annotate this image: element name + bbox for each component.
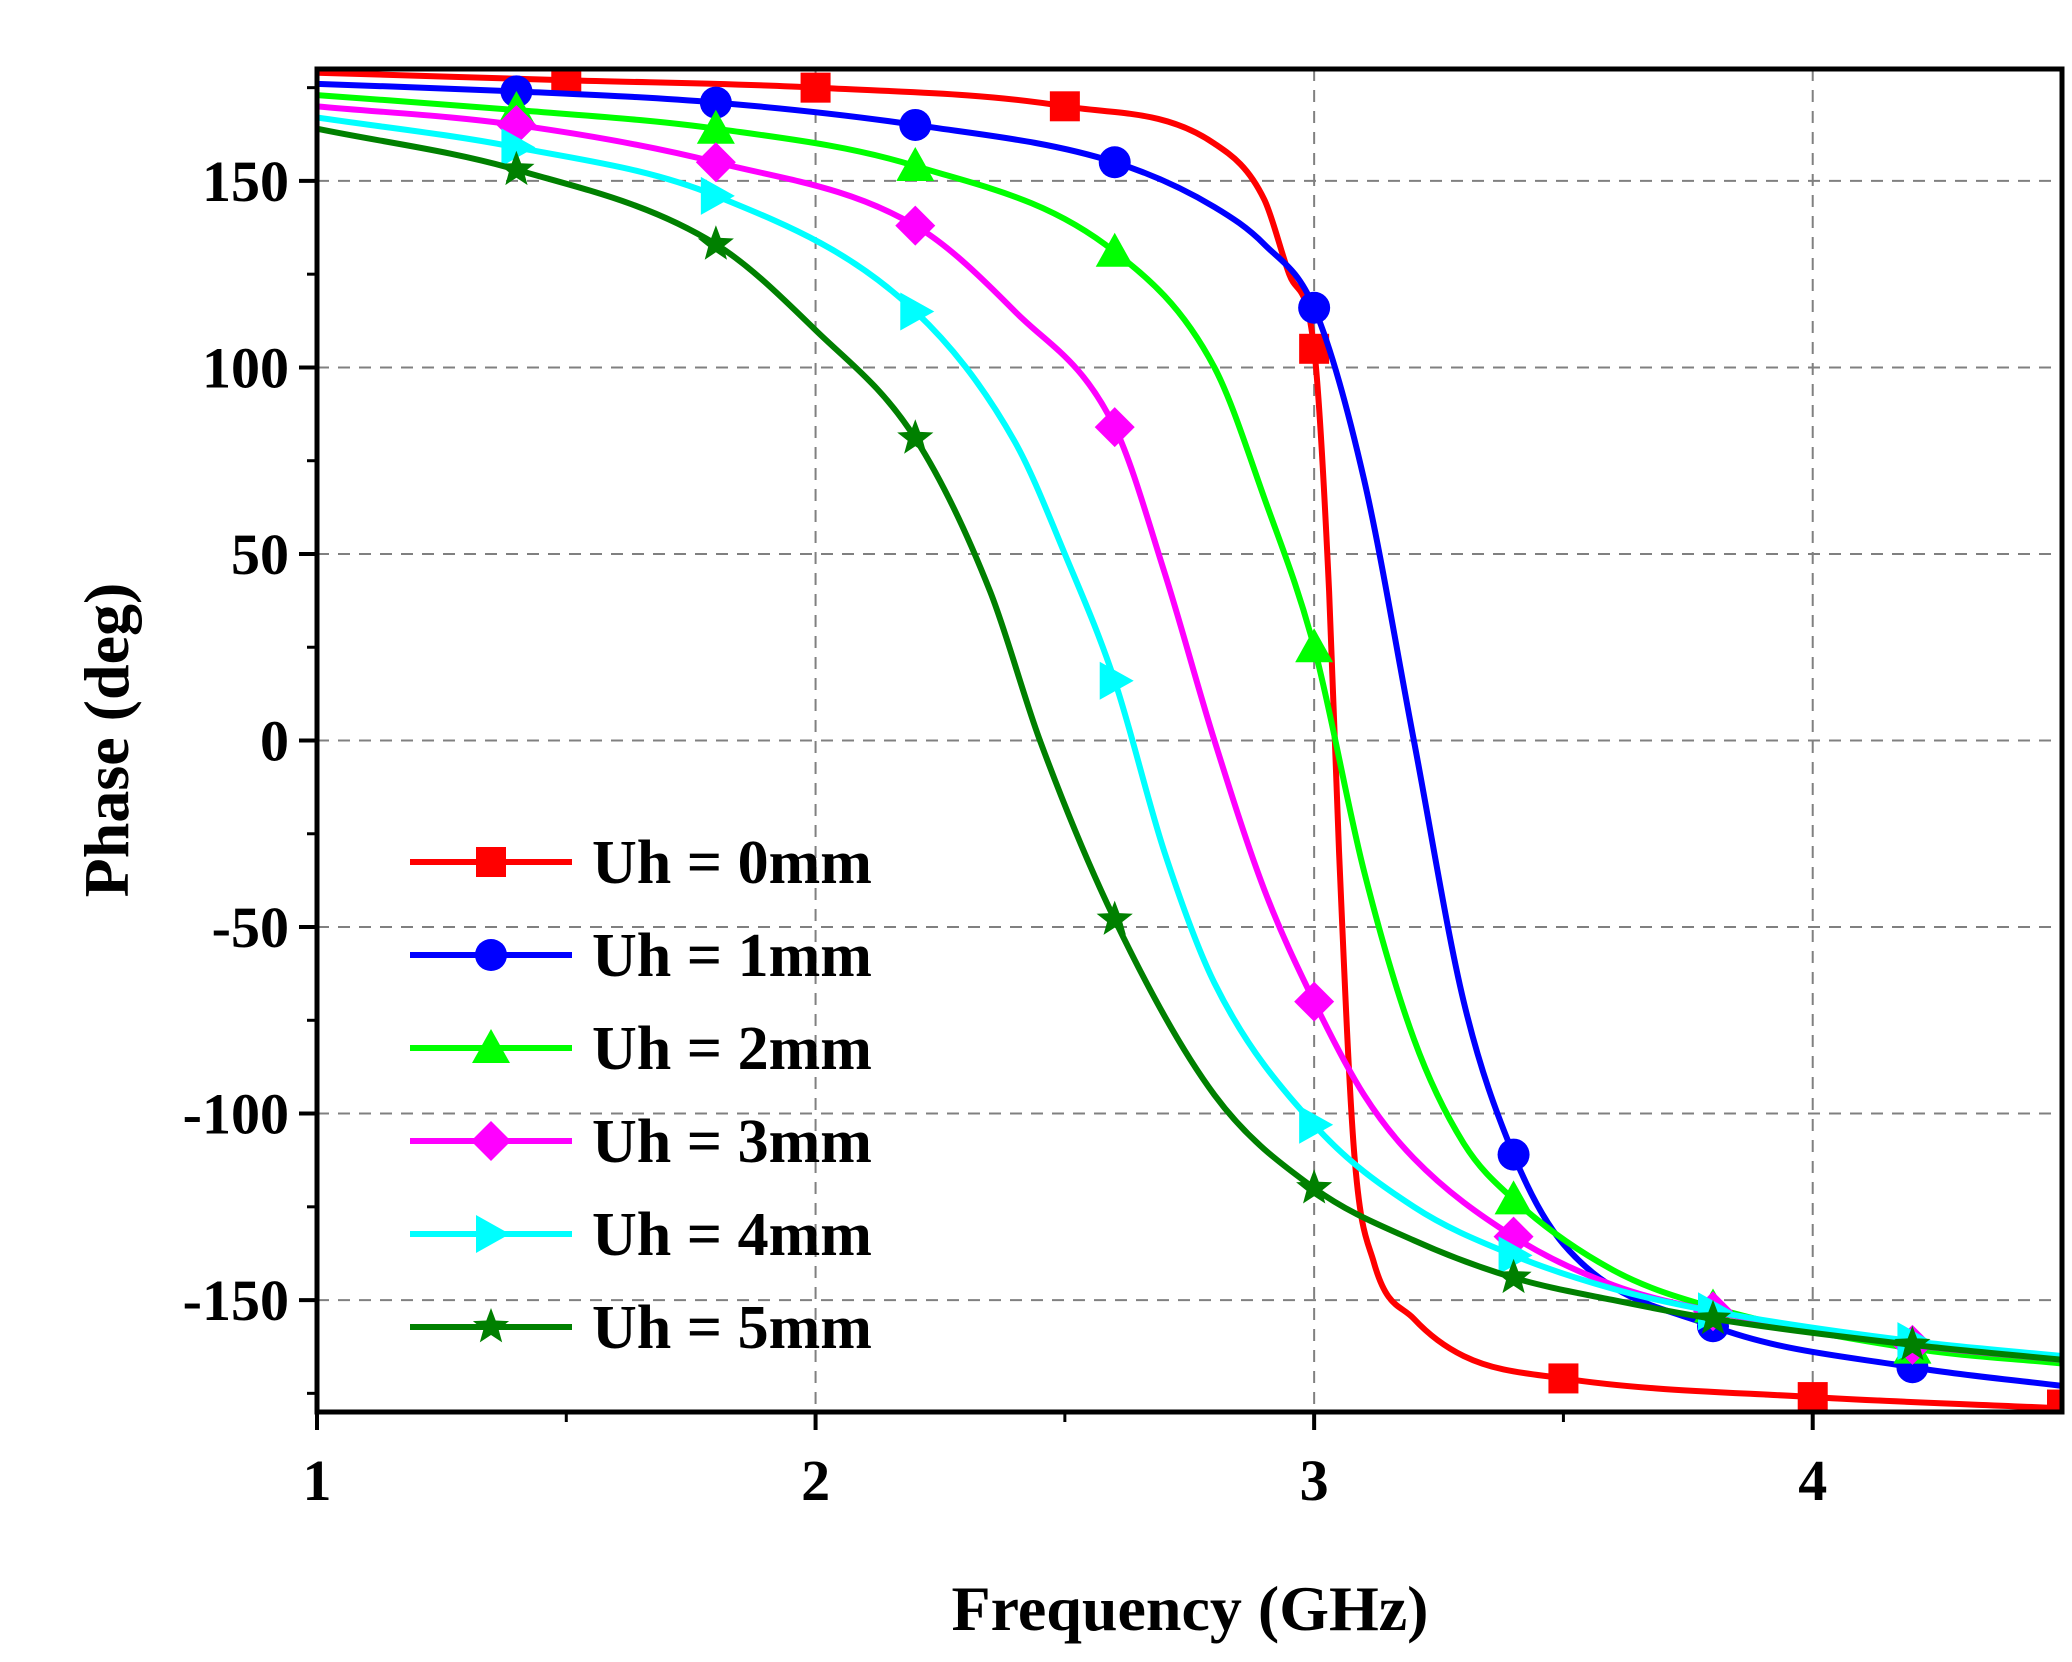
legend-label: Uh = 2mm <box>592 1015 872 1083</box>
series-line <box>317 114 2062 1360</box>
x-tick-label: 2 <box>801 1448 830 1513</box>
legend-entry: Uh = 1mm <box>410 922 872 990</box>
series-0 <box>317 69 2062 1412</box>
series-line <box>317 69 2062 1412</box>
legend-marker <box>471 1121 511 1161</box>
legend-marker <box>472 1029 510 1063</box>
legend-entry: Uh = 5mm <box>410 1294 872 1362</box>
data-point <box>1298 291 1331 324</box>
data-point <box>896 146 935 181</box>
data-point <box>1099 661 1134 700</box>
y-tick-label: 0 <box>260 709 289 774</box>
legend-entry: Uh = 2mm <box>410 1015 872 1083</box>
legend-label: Uh = 1mm <box>592 922 872 990</box>
legend-label: Uh = 5mm <box>592 1294 872 1362</box>
legend-marker <box>476 847 506 877</box>
data-point <box>695 142 736 183</box>
data-point <box>897 419 934 454</box>
legend-label: Uh = 4mm <box>592 1201 872 1269</box>
legend-entry: Uh = 3mm <box>410 1108 872 1176</box>
legend-label: Uh = 3mm <box>592 1108 872 1176</box>
series-5 <box>317 125 2062 1363</box>
data-point <box>1049 91 1080 122</box>
x-tick-label: 1 <box>303 1448 332 1513</box>
legend-entry: Uh = 4mm <box>410 1201 872 1269</box>
data-point <box>1498 1236 1533 1275</box>
legend-marker <box>472 1308 510 1343</box>
data-point <box>895 205 936 246</box>
data-point <box>699 86 732 119</box>
data-point <box>1095 232 1134 267</box>
series-line <box>317 125 2062 1363</box>
data-point <box>700 176 735 215</box>
data-point <box>1096 900 1133 935</box>
data-point <box>1295 628 1334 663</box>
plot-area <box>317 69 2062 1412</box>
legend-marker <box>476 1215 510 1253</box>
x-tick-label: 3 <box>1300 1448 1329 1513</box>
legend-marker <box>475 939 507 971</box>
y-tick-label: 50 <box>231 522 289 587</box>
y-tick-label: -50 <box>212 895 289 960</box>
x-axis-title: Frequency (GHz) <box>952 1573 1429 1644</box>
legend: Uh = 0mm Uh = 1mm Uh = 2mm Uh = 3mm Uh = 4mm… <box>410 829 872 1362</box>
data-point <box>498 150 535 186</box>
y-tick-label: -150 <box>183 1268 289 1333</box>
x-tick-label: 4 <box>1798 1448 1827 1513</box>
data-point <box>1494 1180 1533 1215</box>
data-point <box>1694 1299 1732 1335</box>
legend-entry: Uh = 0mm <box>410 829 872 897</box>
data-point <box>800 72 831 103</box>
data-point <box>900 292 935 331</box>
y-tick-label: 100 <box>202 335 289 400</box>
data-point <box>1497 1138 1530 1171</box>
series-line <box>317 92 2062 1367</box>
data-point <box>501 128 536 167</box>
data-point <box>1296 1169 1333 1204</box>
data-point <box>899 108 932 141</box>
data-point <box>1094 407 1135 448</box>
data-point <box>697 225 734 260</box>
data-point <box>1299 1105 1334 1144</box>
data-point <box>1294 981 1335 1022</box>
y-tick-label: 150 <box>202 149 289 214</box>
grid-lines <box>317 69 2062 1412</box>
legend-label: Uh = 0mm <box>592 829 872 897</box>
y-axis-title: Phase (deg) <box>71 583 142 898</box>
data-point <box>1098 146 1131 179</box>
data-point <box>496 104 537 145</box>
data-point <box>1797 1382 1828 1412</box>
data-point <box>696 109 735 144</box>
data-point <box>1894 1325 1931 1361</box>
data-point <box>1495 1258 1532 1294</box>
y-tick-label: -100 <box>183 1082 289 1147</box>
data-point <box>1548 1363 1579 1394</box>
axis-ticks: 150 100 50 0 -50 -100 -150 1 2 3 4 <box>183 86 1827 1513</box>
data-point <box>2047 1389 2062 1412</box>
